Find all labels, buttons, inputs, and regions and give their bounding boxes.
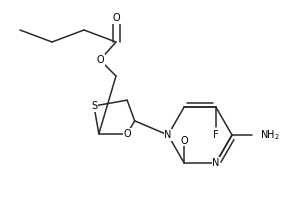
Text: N: N [212,158,220,168]
Text: O: O [96,55,104,65]
Text: F: F [213,130,219,140]
Text: S: S [91,101,97,111]
Text: O: O [112,13,120,23]
Text: NH$_2$: NH$_2$ [260,128,280,142]
Text: O: O [180,136,188,146]
Text: N: N [164,130,172,140]
Text: O: O [123,129,131,139]
